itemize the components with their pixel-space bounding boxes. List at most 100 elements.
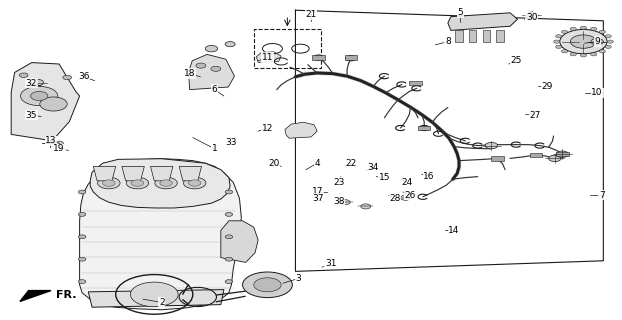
Bar (556, 152, 569, 156)
Circle shape (590, 53, 596, 56)
Text: 9: 9 (594, 37, 600, 46)
Circle shape (549, 155, 561, 162)
Circle shape (211, 66, 221, 71)
Circle shape (103, 180, 115, 186)
Circle shape (225, 212, 233, 216)
Circle shape (131, 180, 144, 186)
Text: 25: 25 (511, 56, 522, 65)
Text: FR.: FR. (56, 290, 77, 300)
Polygon shape (20, 291, 51, 301)
Polygon shape (11, 63, 80, 141)
Circle shape (225, 235, 233, 239)
Circle shape (254, 278, 281, 292)
Text: 30: 30 (526, 13, 537, 22)
Circle shape (591, 38, 603, 45)
Text: 12: 12 (262, 124, 273, 132)
Text: 18: 18 (184, 69, 195, 78)
Circle shape (599, 30, 605, 34)
Bar (254, 29, 321, 68)
Text: 26: 26 (405, 191, 416, 200)
Polygon shape (256, 52, 281, 62)
Text: 29: 29 (542, 82, 553, 91)
Polygon shape (90, 159, 230, 208)
Polygon shape (93, 166, 116, 181)
Circle shape (526, 12, 538, 19)
Circle shape (63, 75, 72, 80)
Circle shape (78, 257, 86, 261)
Circle shape (560, 29, 607, 54)
Circle shape (580, 54, 587, 57)
Circle shape (243, 272, 292, 298)
Circle shape (570, 53, 577, 56)
Circle shape (605, 45, 611, 48)
Circle shape (19, 73, 28, 77)
Circle shape (590, 27, 596, 30)
Polygon shape (188, 54, 234, 90)
Bar (483, 30, 490, 42)
Text: 32: 32 (26, 79, 37, 88)
Circle shape (361, 204, 371, 209)
Circle shape (78, 190, 86, 194)
Circle shape (556, 151, 569, 157)
Text: 8: 8 (445, 37, 451, 46)
Bar (496, 30, 504, 42)
Circle shape (580, 26, 587, 29)
Circle shape (485, 142, 498, 149)
Polygon shape (448, 13, 518, 30)
Polygon shape (221, 221, 258, 262)
Text: 38: 38 (333, 197, 345, 206)
Circle shape (607, 40, 613, 43)
Text: 34: 34 (368, 163, 379, 172)
Bar (491, 156, 504, 161)
Text: 20: 20 (268, 159, 279, 168)
Circle shape (30, 92, 48, 100)
Bar (469, 30, 476, 42)
Text: 27: 27 (529, 111, 541, 120)
Polygon shape (88, 290, 224, 307)
Circle shape (40, 97, 67, 111)
Circle shape (225, 190, 233, 194)
Bar (455, 30, 463, 42)
Circle shape (98, 177, 120, 189)
Text: 35: 35 (26, 111, 37, 120)
Text: 11: 11 (262, 53, 273, 62)
Text: 37: 37 (313, 194, 324, 203)
Text: 22: 22 (346, 159, 357, 168)
Circle shape (562, 30, 568, 34)
Circle shape (562, 50, 568, 53)
Text: 5: 5 (457, 8, 463, 17)
Circle shape (21, 86, 58, 106)
Circle shape (78, 212, 86, 216)
Bar (345, 55, 357, 60)
Bar (312, 55, 325, 60)
Text: 31: 31 (325, 260, 337, 268)
Circle shape (554, 40, 560, 43)
Text: 3: 3 (295, 274, 302, 283)
Text: 21: 21 (305, 10, 317, 19)
Circle shape (401, 195, 411, 200)
Text: 33: 33 (226, 138, 237, 147)
Text: 19: 19 (53, 144, 65, 153)
Text: 36: 36 (78, 72, 90, 81)
Circle shape (340, 200, 350, 205)
Circle shape (155, 177, 177, 189)
Text: 15: 15 (379, 173, 390, 182)
Polygon shape (285, 122, 317, 138)
Circle shape (225, 257, 233, 261)
Bar (409, 81, 422, 85)
Circle shape (570, 35, 596, 48)
Circle shape (183, 177, 206, 189)
Circle shape (555, 45, 562, 48)
Circle shape (555, 35, 562, 38)
Text: 17: 17 (312, 188, 323, 196)
Circle shape (188, 180, 201, 186)
Circle shape (31, 79, 44, 86)
Circle shape (225, 42, 235, 47)
Circle shape (78, 280, 86, 284)
Circle shape (196, 63, 206, 68)
Text: 7: 7 (599, 191, 605, 200)
Circle shape (205, 45, 218, 52)
Text: 28: 28 (389, 194, 401, 203)
Polygon shape (151, 166, 173, 181)
Circle shape (225, 280, 233, 284)
